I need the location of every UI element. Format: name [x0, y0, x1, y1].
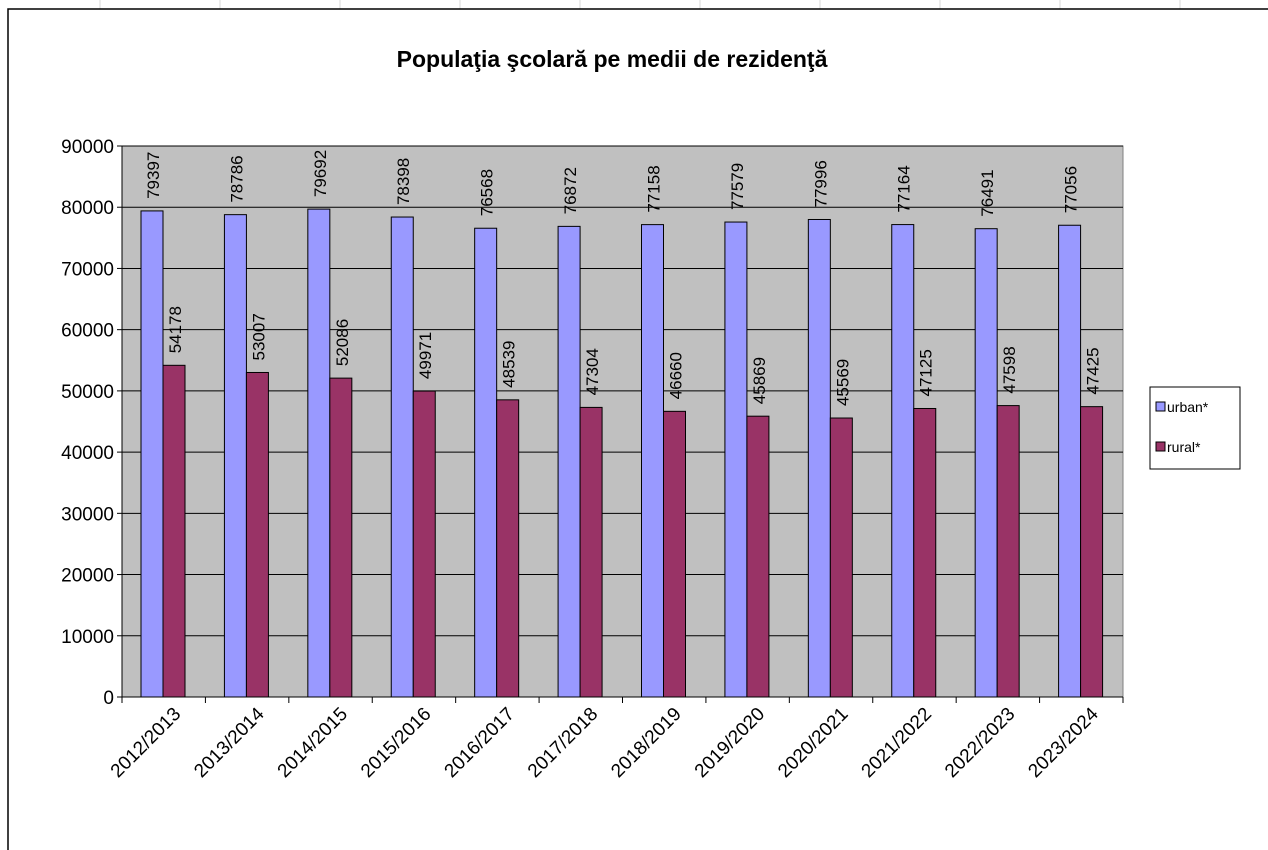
bar-urban [641, 224, 664, 698]
bar-rural [829, 417, 853, 698]
data-label: 77056 [1062, 166, 1081, 213]
data-label: 79692 [311, 150, 330, 197]
bar-rural [245, 371, 269, 698]
y-tick-label: 40000 [61, 443, 114, 464]
data-label: 76568 [478, 169, 497, 216]
data-label: 78786 [227, 155, 246, 202]
bar-rural [746, 415, 770, 698]
bar-urban [1058, 224, 1082, 698]
y-tick-label: 80000 [61, 198, 114, 219]
bar-rural [162, 364, 186, 698]
bar-rural [663, 410, 686, 698]
data-label: 79397 [144, 152, 163, 199]
data-label: 47304 [583, 348, 602, 395]
bar-urban [140, 210, 164, 698]
y-tick-label: 0 [103, 688, 114, 709]
data-label: 78398 [394, 158, 413, 205]
bar-urban [474, 227, 498, 698]
bar-rural [496, 399, 520, 698]
bar-urban [390, 216, 414, 698]
legend-swatch-rural [1155, 441, 1166, 452]
bar-urban [307, 208, 331, 698]
bar-urban [891, 224, 915, 698]
y-tick-label: 60000 [61, 321, 114, 342]
y-tick-label: 30000 [61, 504, 114, 525]
data-label: 52086 [333, 319, 352, 366]
bar-rural [913, 407, 937, 698]
bar-urban [974, 228, 998, 698]
data-label: 76491 [978, 169, 997, 216]
bar-rural [412, 390, 436, 698]
data-label: 47425 [1084, 347, 1103, 394]
bar-urban [724, 221, 748, 698]
bar-urban [557, 225, 581, 698]
data-label: 45869 [750, 357, 769, 404]
y-tick-label: 20000 [61, 566, 114, 587]
data-label: 47598 [1000, 346, 1019, 393]
legend: urban* rural* [1149, 386, 1241, 470]
gridlines [122, 145, 1123, 637]
y-tick-label: 70000 [61, 259, 114, 280]
bar-rural [1080, 406, 1104, 698]
data-label: 47125 [917, 349, 936, 396]
data-label: 76872 [561, 167, 580, 214]
legend-label-rural: rural* [1167, 439, 1201, 455]
bars [140, 208, 1104, 698]
data-label: 49971 [416, 332, 435, 379]
y-tick-label: 10000 [61, 627, 114, 648]
bar-rural [996, 405, 1020, 698]
legend-label-urban: urban* [1167, 399, 1209, 415]
y-tick-label: 90000 [61, 137, 114, 158]
bar-urban [807, 218, 831, 698]
data-label: 46660 [667, 352, 686, 399]
bar-rural [329, 377, 353, 698]
data-labels: 79397 54178 78786 53007 79692 52086 78398 49971… [144, 150, 1103, 406]
legend-swatch-urban [1155, 401, 1166, 412]
y-axis: 0 10000 20000 30000 40000 50000 60000 70000 8000… [61, 137, 123, 709]
chart-title: Populaţia şcolară pe medii de rezidenţă [397, 46, 828, 72]
data-label: 45569 [833, 359, 852, 406]
legend-box [1149, 386, 1241, 470]
bar-urban [223, 214, 247, 698]
data-label: 77996 [811, 160, 830, 207]
bar-rural [579, 406, 603, 698]
data-label: 53007 [249, 313, 268, 360]
y-tick-label: 50000 [61, 382, 114, 403]
data-label: 77158 [645, 165, 664, 212]
data-label: 77164 [895, 165, 914, 212]
data-label: 77579 [728, 163, 747, 210]
plot-area [121, 145, 1124, 698]
data-label: 48539 [500, 341, 519, 388]
data-label: 54178 [166, 306, 185, 353]
